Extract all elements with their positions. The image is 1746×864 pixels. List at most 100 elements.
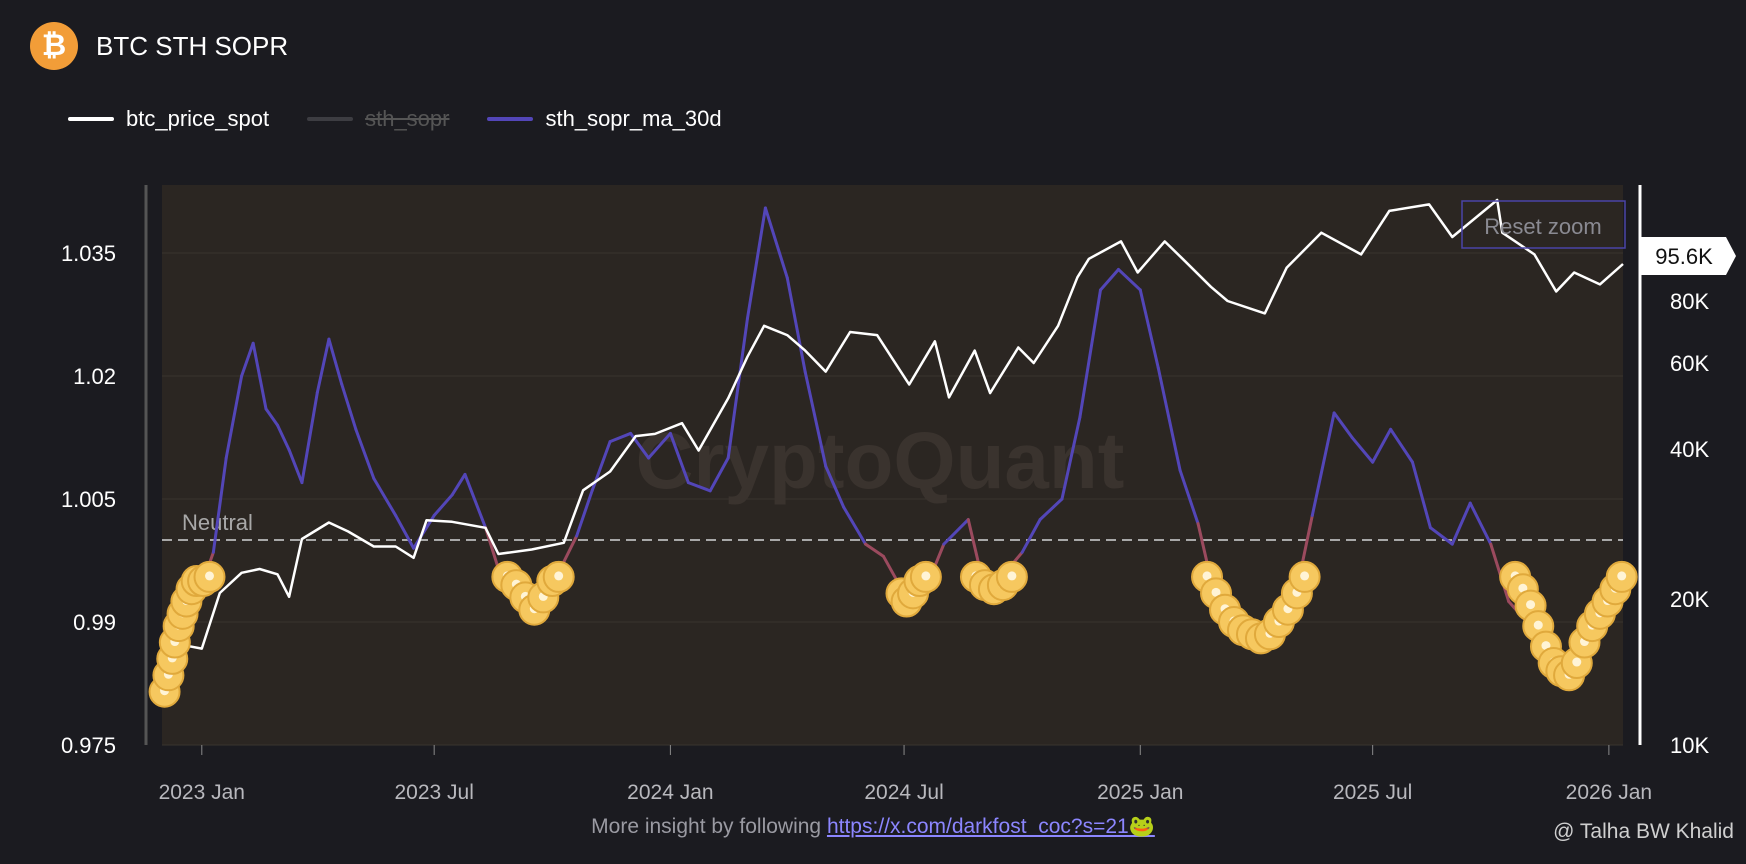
alert-marker-icon	[1271, 593, 1304, 626]
sth-sopr-ma-30d-segment	[1178, 468, 1200, 526]
sth-sopr-ma-30d-segment	[327, 337, 344, 386]
alert-marker-icon	[890, 585, 923, 618]
alert-marker-icon	[995, 560, 1028, 593]
alert-marker-icon	[1288, 560, 1321, 593]
sth-sopr-ma-30d-segment	[496, 567, 516, 595]
alert-marker-icon	[1200, 577, 1233, 610]
footer-link[interactable]: https://x.com/darkfost_coc?s=21🐸	[826, 815, 1155, 838]
reset-zoom-label: Reset zoom	[1484, 214, 1601, 239]
sth-sopr-ma-30d-segment	[1038, 497, 1064, 522]
alert-marker-icon	[158, 626, 191, 659]
y-axis-left-ticks: 1.035 1.02 1.005 0.99 0.975	[61, 241, 116, 758]
sth-sopr-ma-30d-segment	[1607, 583, 1625, 620]
x-tick-label: 2023 Jan	[159, 781, 245, 804]
sth-sopr-ma-30d-segment	[1000, 550, 1024, 579]
sth-sopr-ma-30d-segment	[1529, 624, 1551, 661]
alert-marker-icon	[193, 560, 226, 593]
y-right-tick-label: 20K	[1670, 587, 1709, 612]
alert-marker-icon	[1217, 606, 1250, 639]
series-btc-price-spot	[161, 198, 1624, 650]
plot-area	[162, 185, 1623, 745]
sth-sopr-ma-30d-segment	[686, 481, 712, 493]
chart-title: BTC STH SOPR	[96, 30, 289, 61]
sth-sopr-ma-30d-segment	[354, 427, 376, 481]
current-price-tag: 95.6K	[1641, 237, 1736, 275]
alert-marker-icon	[1253, 618, 1286, 651]
alert-marker-icon	[1191, 560, 1224, 593]
sth-sopr-ma-30d-segment	[412, 513, 436, 550]
x-tick-label: 2026 Jan	[1566, 781, 1652, 804]
y-right-tick-label: 10K	[1670, 733, 1709, 758]
sth-sopr-ma-30d-segment	[803, 370, 828, 468]
legend-item-sth-sopr-ma-30d[interactable]: sth_sopr_ma_30d	[487, 106, 722, 132]
sth-sopr-ma-30d-segment	[200, 550, 215, 587]
y-right-tick-label: 80K	[1670, 289, 1709, 314]
sth-sopr-ma-30d-segment	[1020, 518, 1042, 554]
sth-sopr-ma-30d-segment	[1196, 522, 1218, 604]
sth-sopr-ma-30d-segment	[530, 583, 554, 612]
alert-marker-icon	[1591, 585, 1624, 618]
sth-sopr-ma-30d-segment	[575, 489, 594, 538]
gridlines	[162, 252, 1623, 746]
sth-sopr-ma-30d-segment	[300, 390, 319, 485]
x-tick-label: 2024 Jul	[864, 781, 943, 804]
attribution-watermark: @ Talha BW Khalid	[1553, 820, 1734, 843]
alert-marker-icon	[509, 581, 542, 614]
alert-marker-icon	[968, 569, 1001, 602]
legend-item-sth-sopr[interactable]: sth_sopr	[307, 106, 449, 132]
sth-sopr-ma-30d-segment	[178, 583, 204, 636]
sth-sopr-ma-30d-segment	[1254, 632, 1276, 653]
sth-sopr-ma-30d-segment	[1567, 641, 1589, 677]
alert-marker-icon	[1560, 647, 1593, 680]
y-left-tick-label: 1.005	[61, 487, 116, 512]
alert-marker-icon	[1568, 626, 1601, 659]
sth-sopr-ma-30d-segment	[668, 431, 690, 485]
sth-sopr-ma-30d-segment	[1292, 513, 1314, 604]
alert-marker-icon	[1506, 573, 1539, 606]
sth-sopr-ma-30d-segment	[966, 518, 986, 587]
sth-sopr-ma-30d-segment	[1547, 657, 1571, 677]
neutral-reference: Neutral	[162, 510, 1623, 542]
alert-marker-icon	[885, 577, 918, 610]
reset-zoom-button[interactable]: Reset zoom	[1461, 200, 1626, 249]
alert-marker-icon	[162, 610, 195, 643]
legend-item-btc-price-spot[interactable]: btc_price_spot	[68, 106, 269, 132]
sth-sopr-ma-30d-segment	[484, 526, 500, 571]
alert-marker-icon	[1514, 589, 1547, 622]
legend-swatch-icon	[307, 117, 354, 121]
alert-marker-icon	[180, 565, 213, 598]
alert-marker-icon	[187, 565, 220, 598]
alert-marker-icon	[1537, 647, 1570, 680]
y-right-tick-label: 60K	[1670, 351, 1709, 376]
alert-marker-icon	[148, 675, 181, 708]
alert-marker-icon	[1576, 610, 1609, 643]
sth-sopr-ma-30d-segment	[1489, 542, 1511, 604]
sth-sopr-ma-30d-segment	[1078, 288, 1102, 419]
sth-sopr-ma-30d-segment	[864, 542, 886, 558]
sth-sopr-ma-30d-segment	[1332, 411, 1354, 440]
alert-marker-icon	[1244, 622, 1277, 655]
y-left-tick-label: 0.975	[61, 733, 116, 758]
y-left-tick-label: 1.02	[73, 364, 116, 389]
sth-sopr-ma-30d-segment	[211, 456, 228, 554]
alert-marker-icon	[986, 569, 1019, 602]
legend-label: sth_sopr_ma_30d	[545, 106, 722, 131]
series-sth-sopr-ma-30d	[160, 206, 1625, 694]
sth-sopr-ma-30d-segment	[432, 493, 454, 517]
sth-sopr-ma-30d-segment	[920, 542, 946, 599]
sth-sopr-ma-30d-segment	[372, 477, 398, 517]
sth-sopr-ma-30d-segment	[1428, 526, 1454, 546]
alert-marker-icon	[1280, 577, 1313, 610]
current-price-label: 95.6K	[1655, 244, 1713, 269]
sth-sopr-ma-30d-segment	[463, 472, 488, 530]
alert-marker-icon	[1226, 614, 1259, 647]
alert-marker-icon	[897, 577, 930, 610]
alert-marker-icon	[959, 560, 992, 593]
sth-sopr-ma-30d-segment	[394, 513, 416, 550]
bitcoin-logo-icon: ₿	[30, 22, 78, 70]
sth-sopr-ma-30d-segment	[276, 423, 291, 452]
y-axis-right-ticks: 80K 60K 40K 20K 10K	[1670, 289, 1709, 758]
sth-sopr-ma-30d-segment	[882, 554, 906, 595]
legend-label: btc_price_spot	[126, 106, 270, 131]
alert-marker-icon	[542, 560, 575, 593]
